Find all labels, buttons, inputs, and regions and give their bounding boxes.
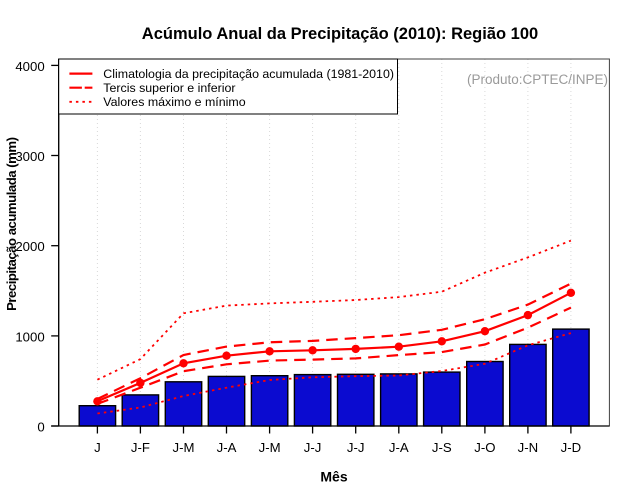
svg-text:J-A: J-A xyxy=(389,440,409,455)
svg-text:4000: 4000 xyxy=(15,59,44,74)
svg-text:Acúmulo Anual da Precipitação: Acúmulo Anual da Precipitação (2010): Re… xyxy=(142,25,538,43)
svg-text:J-F: J-F xyxy=(131,440,150,455)
svg-text:J-D: J-D xyxy=(561,440,582,455)
svg-text:(Produto:CPTEC/INPE): (Produto:CPTEC/INPE) xyxy=(467,72,608,87)
svg-text:J-J: J-J xyxy=(304,440,322,455)
svg-text:3000: 3000 xyxy=(15,149,44,164)
svg-text:0: 0 xyxy=(37,420,44,435)
svg-text:1000: 1000 xyxy=(15,329,44,344)
svg-text:2000: 2000 xyxy=(15,239,44,254)
svg-text:Mês: Mês xyxy=(320,468,347,484)
svg-text:J-A: J-A xyxy=(217,440,237,455)
svg-text:Climatologia da precipitação a: Climatologia da precipitação acumulada (… xyxy=(103,67,394,81)
svg-text:Tercis superior e inferior: Tercis superior e inferior xyxy=(103,81,235,95)
svg-text:J: J xyxy=(94,440,101,455)
svg-text:J-M: J-M xyxy=(173,440,195,455)
svg-text:Valores máximo e mínimo: Valores máximo e mínimo xyxy=(103,95,245,109)
svg-text:J-J: J-J xyxy=(347,440,365,455)
svg-text:J-S: J-S xyxy=(432,440,452,455)
svg-text:Precipitação acumulada (mm): Precipitação acumulada (mm) xyxy=(4,137,19,310)
svg-text:J-N: J-N xyxy=(518,440,539,455)
svg-text:J-O: J-O xyxy=(474,440,495,455)
svg-text:J-M: J-M xyxy=(259,440,281,455)
